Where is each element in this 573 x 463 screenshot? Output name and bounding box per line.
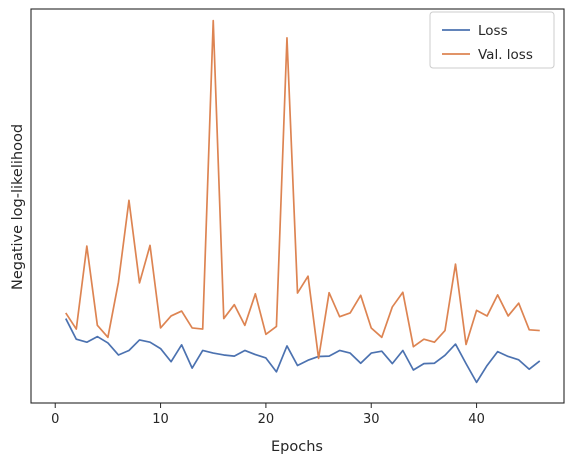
legend-label-loss: Loss: [478, 23, 508, 39]
legend-label-val-loss: Val. loss: [478, 47, 533, 63]
series-line-loss: [65, 318, 541, 384]
x-axis-title: Epochs: [271, 439, 323, 455]
plot-frame: [30, 8, 565, 404]
x-tick-label: 30: [363, 412, 380, 427]
x-tick-label: 40: [468, 412, 485, 427]
x-tick-label: 10: [152, 412, 169, 427]
x-axis-ticks: 0 10 20 30 40: [51, 403, 485, 427]
legend: Loss Val. loss: [429, 11, 555, 69]
y-axis-title: Negative log-likelihood: [10, 124, 26, 290]
series-layer: [65, 19, 541, 384]
x-tick-label: 20: [258, 412, 275, 427]
x-tick-label: 0: [51, 412, 59, 427]
series-line-val-loss: [65, 19, 540, 360]
